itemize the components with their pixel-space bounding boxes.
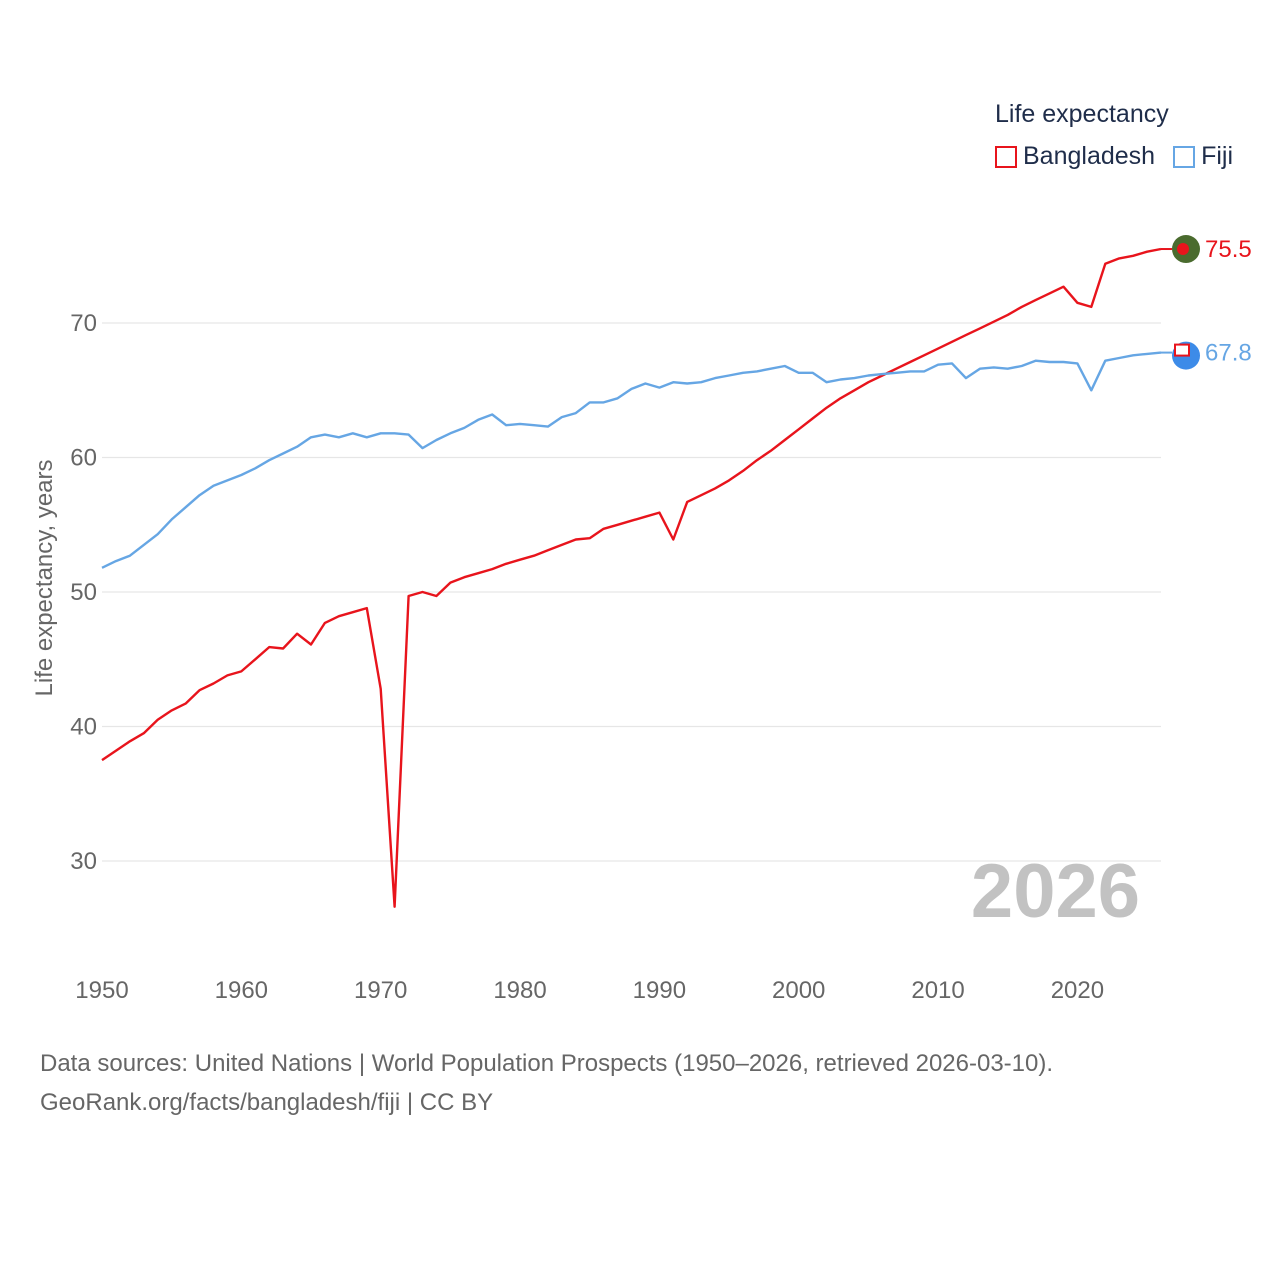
x-tick-2010: 2010: [911, 977, 964, 1004]
source-line-2[interactable]: GeoRank.org/facts/bangladesh/fiji | CC B…: [40, 1089, 494, 1116]
end-label-bangladesh: 75.5: [1205, 236, 1252, 263]
legend-label-bangladesh: Bangladesh: [1023, 142, 1156, 170]
end-label-fiji: 67.8: [1205, 340, 1252, 367]
year-watermark: 2026: [970, 849, 1140, 934]
flag-marker-bangladesh: [1172, 235, 1200, 264]
y-axis-label: Life expectancy, years: [31, 459, 58, 696]
flag-bangladesh-disc: [1177, 243, 1189, 256]
x-tick-1970: 1970: [354, 977, 407, 1004]
legend-label-fiji: Fiji: [1201, 142, 1233, 170]
flag-marker-fiji: [1172, 341, 1200, 370]
legend: Bangladesh Fiji: [995, 142, 1251, 171]
line-fiji: [101, 351, 1162, 569]
x-tick-2020: 2020: [1051, 977, 1104, 1004]
series-end-markers: 75.5 67.8: [1161, 235, 1252, 370]
life-expectancy-chart: 30 40 50 60 70 1950 1960 1970 1980 1990 2000 2010 2…: [31, 235, 1252, 1004]
x-tick-1960: 1960: [215, 977, 268, 1004]
y-tick-50: 50: [70, 579, 97, 606]
legend-item-bangladesh[interactable]: Bangladesh: [995, 142, 1155, 171]
x-tick-2000: 2000: [772, 977, 825, 1004]
y-tick-40: 40: [70, 714, 97, 741]
data-source: Data sources: United Nations | World Pop…: [40, 1044, 1053, 1122]
x-tick-1950: 1950: [75, 977, 128, 1004]
legend-swatch-fiji: [1173, 145, 1196, 168]
legend-swatch-bangladesh: [995, 145, 1017, 168]
y-tick-60: 60: [70, 445, 97, 472]
legend-title: Life expectancy: [995, 100, 1169, 128]
x-tick-labels: 1950 1960 1970 1980 1990 2000 2010 2020: [75, 977, 1104, 1004]
y-gridlines: [102, 322, 1161, 862]
x-tick-1990: 1990: [633, 977, 686, 1004]
legend-item-fiji[interactable]: Fiji: [1173, 142, 1233, 171]
flag-fiji-canton: [1174, 343, 1190, 357]
series-lines: [101, 247, 1162, 908]
y-tick-70: 70: [70, 310, 97, 337]
y-tick-30: 30: [70, 848, 97, 875]
line-bangladesh: [101, 247, 1162, 908]
y-tick-labels: 30 40 50 60 70: [70, 310, 97, 875]
source-line-1: Data sources: United Nations | World Pop…: [40, 1050, 1054, 1077]
x-tick-1980: 1980: [493, 977, 546, 1004]
